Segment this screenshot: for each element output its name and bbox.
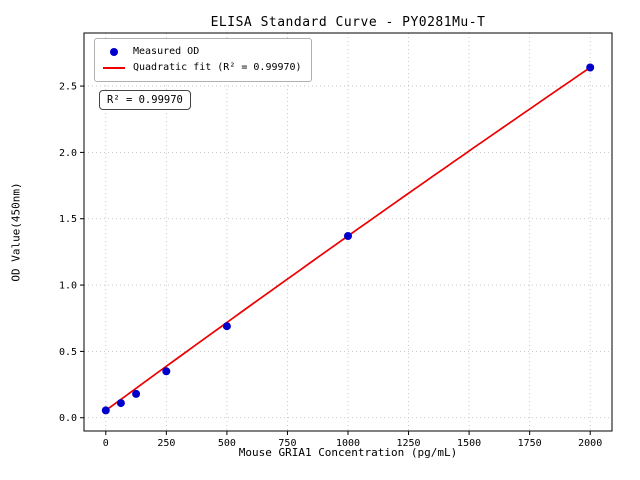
y-tick-label: 2.5 — [59, 82, 77, 93]
x-tick-label: 1000 — [336, 438, 360, 449]
x-tick-label: 250 — [157, 438, 175, 449]
legend-label-quadratic-fit: Quadratic fit (R² = 0.99970) — [133, 62, 302, 73]
data-point — [132, 389, 141, 398]
y-tick-label: 1.5 — [59, 214, 77, 225]
legend-item-measured-od: Measured OD — [101, 44, 302, 60]
data-point — [586, 63, 595, 72]
legend-label-measured-od: Measured OD — [133, 46, 200, 57]
x-tick-label: 500 — [218, 438, 236, 449]
x-tick-label: 0 — [103, 438, 109, 449]
quadratic-fit-marker-icon — [103, 67, 125, 69]
chart-title: ELISA Standard Curve - PY0281Mu-T — [210, 15, 486, 30]
plot-border — [83, 32, 613, 432]
r-squared-annotation: R² = 0.99970 — [99, 90, 191, 110]
x-tick-label: 1750 — [518, 438, 542, 449]
measured-points — [101, 63, 595, 415]
y-tick-label: 2.0 — [59, 148, 77, 159]
y-axis-label: OD Value(450nm) — [9, 182, 23, 282]
legend-marker-cell — [101, 67, 127, 69]
x-tick-label: 750 — [278, 438, 296, 449]
data-point — [222, 322, 231, 331]
legend-marker-cell — [101, 48, 127, 56]
data-point — [101, 406, 110, 415]
x-tick-label: 1500 — [457, 438, 481, 449]
y-tick-label: 0.0 — [59, 413, 77, 424]
x-tick-label: 1250 — [397, 438, 421, 449]
axis-ticks — [80, 85, 591, 435]
x-tick-label: 2000 — [578, 438, 602, 449]
y-tick-label: 0.5 — [59, 347, 77, 358]
y-tick-label: 1.0 — [59, 281, 77, 292]
tick-labels: 0 250 500 750 1000 1250 1500 1750 2000 0.0 0.5 1.0 1… — [59, 82, 602, 449]
legend-item-quadratic-fit: Quadratic fit (R² = 0.99970) — [101, 60, 302, 76]
data-point — [162, 367, 171, 376]
x-axis-label: Mouse GRIA1 Concentration (pg/mL) — [238, 446, 458, 459]
gridlines — [84, 33, 612, 431]
data-point — [116, 399, 125, 408]
legend-box: Measured OD Quadratic fit (R² = 0.99970) — [94, 38, 312, 82]
data-point — [344, 232, 352, 240]
measured-od-marker-icon — [110, 48, 118, 56]
